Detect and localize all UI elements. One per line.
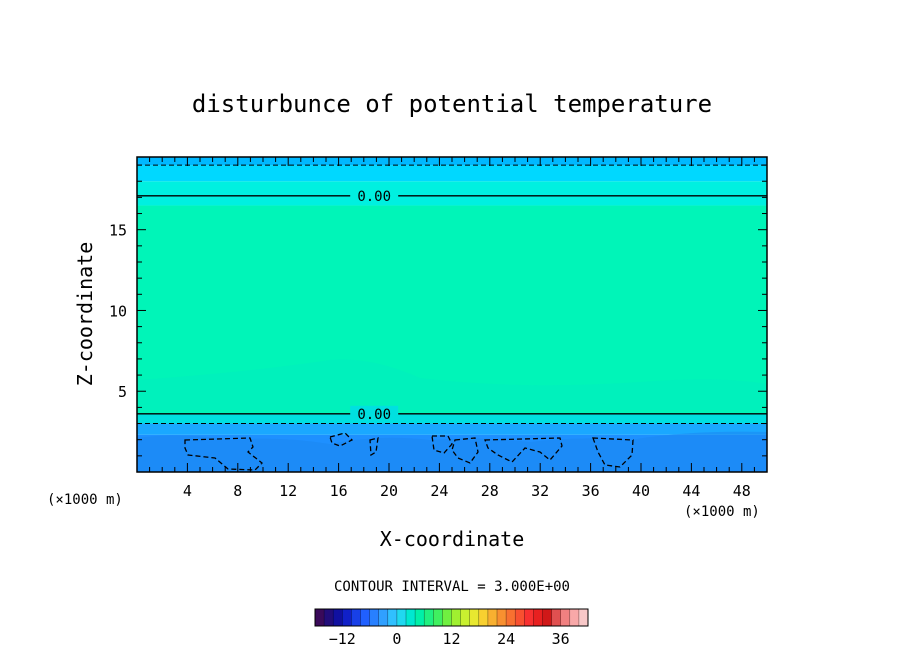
colorbar-tick-label: −12 (329, 630, 356, 648)
negative-contour-cells (184, 432, 634, 471)
colorbar-cell (506, 609, 516, 626)
x-tick-label: 20 (380, 482, 398, 500)
chart-title: disturbunce of potential temperature (192, 90, 712, 118)
x-axis-label: X-coordinate (380, 527, 525, 551)
contour-labels: 0.00 0.00 (350, 187, 399, 423)
heatmap-band (137, 165, 767, 182)
heatmap-bands (137, 157, 767, 472)
x-axis-ticks: 4 8 12 16 20 24 28 32 36 40 44 48 (149, 157, 755, 500)
colorbar-cell (333, 609, 343, 626)
negative-contour (369, 437, 379, 457)
colorbar-cell (406, 609, 416, 626)
negative-contour (592, 437, 634, 468)
y-tick-label: 5 (118, 383, 127, 401)
x-tick-label: 48 (733, 482, 751, 500)
colorbar-cell (351, 609, 361, 626)
colorbar-cell (578, 609, 589, 626)
colorbar-frame (314, 608, 589, 627)
colorbar-cell (533, 609, 543, 626)
colorbar-cell (515, 609, 525, 626)
contour-lines (137, 164, 767, 425)
colorbar-cell (387, 609, 398, 626)
x-tick-label: 28 (481, 482, 499, 500)
x-tick-label: 4 (183, 482, 192, 500)
heatmap-band (137, 413, 767, 424)
y-axis-ticks: 5 10 15 (109, 164, 767, 457)
x-tick-label: 44 (682, 482, 700, 500)
colorbar-tick-label: 36 (552, 630, 570, 648)
contour-label: 0.00 (357, 189, 391, 205)
colorbar-cell (524, 609, 534, 626)
colorbar-cell (360, 609, 370, 626)
colorbar-cell (451, 609, 461, 626)
x-tick-label: 16 (330, 482, 348, 500)
colorbar-cell (560, 609, 571, 626)
colorbar-cell (342, 609, 352, 626)
x-tick-label: 36 (582, 482, 600, 500)
colorbar-cell (378, 609, 389, 626)
negative-contour (431, 435, 453, 454)
colorbar-cell (433, 609, 443, 626)
colorbar-cell (460, 609, 471, 626)
colorbar-cell (469, 609, 480, 626)
y-tick-label: 15 (109, 222, 127, 240)
x-tick-label: 24 (430, 482, 448, 500)
x-tick-label: 8 (233, 482, 242, 500)
contour-label: 0.00 (357, 407, 391, 423)
colorbar-cell (478, 609, 489, 626)
contour-label-bg (350, 187, 399, 204)
colorbar-tick-label: 24 (497, 630, 515, 648)
negative-contour (451, 437, 479, 464)
heatmap-band (137, 181, 767, 206)
colorbar-cell (396, 609, 407, 626)
colorbar-ticks: −12 0 12 24 36 (329, 630, 570, 648)
y-tick-label: 10 (109, 302, 127, 320)
contour-interval-text: CONTOUR INTERVAL = 3.000E+00 (334, 579, 570, 595)
colorbar-cell (569, 609, 580, 626)
colorbar-cell (415, 609, 425, 626)
bottom-perturbation-region (137, 359, 767, 472)
contour-label-bg (350, 405, 399, 422)
x-tick-label: 32 (531, 482, 549, 500)
x-unit-right: (×1000 m) (684, 504, 760, 520)
colorbar-cell (487, 609, 498, 626)
x-tick-label: 12 (279, 482, 297, 500)
negative-contour (484, 437, 563, 463)
colorbar-cell (369, 609, 380, 626)
colorbar-cell (424, 609, 434, 626)
colorbar-cell (551, 609, 562, 626)
colorbar-tick-label: 12 (442, 630, 460, 648)
negative-contour (329, 432, 354, 447)
y-axis-label: Z-coordinate (73, 242, 97, 387)
colorbar-cell (497, 609, 507, 626)
colorbar-cell (442, 609, 452, 626)
heatmap-band (137, 423, 767, 435)
colorbar-cell (542, 609, 552, 626)
x-unit-left: (×1000 m) (47, 492, 123, 508)
x-tick-label: 40 (632, 482, 650, 500)
perturbation-patch (137, 359, 767, 410)
colorbar-cell (324, 609, 334, 626)
colorbar (314, 608, 589, 627)
colorbar-tick-label: 0 (392, 630, 401, 648)
colorbar-cell (315, 609, 325, 626)
perturbation-patch (137, 431, 767, 472)
